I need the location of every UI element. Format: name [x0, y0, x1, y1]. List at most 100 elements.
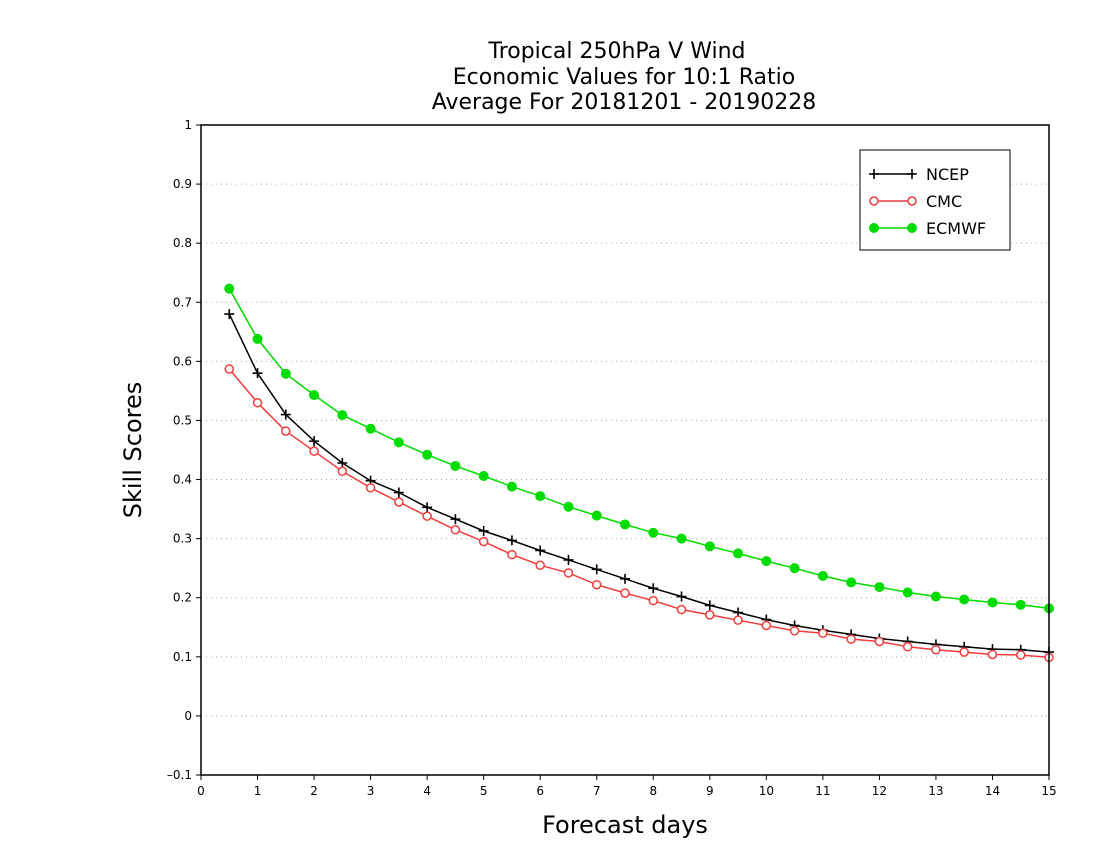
legend-label-cmc: CMC	[926, 192, 962, 211]
x-tick-label: 14	[985, 784, 1000, 798]
data-point-ecmwf	[676, 533, 687, 544]
legend: NCEP CMC ECMWF	[859, 149, 1011, 251]
data-point-ncep	[704, 600, 715, 611]
x-tick-label: 13	[928, 784, 943, 798]
data-point-ecmwf	[422, 449, 433, 460]
data-point-ecmwf	[874, 582, 885, 593]
y-axis-title: Skill Scores	[119, 382, 147, 519]
data-point-ecmwf	[337, 410, 348, 421]
data-point-ecmwf	[591, 510, 602, 521]
data-point-cmc	[648, 595, 659, 606]
series-cmc	[224, 364, 1054, 663]
data-point-ncep	[224, 309, 235, 320]
data-point-cmc	[281, 426, 291, 436]
y-tick-label: 0	[184, 709, 192, 723]
y-tick-label: 0.9	[173, 177, 192, 191]
series-line-ecmwf	[228, 288, 1050, 610]
x-tick-label: 7	[593, 784, 601, 798]
data-point-cmc	[591, 579, 602, 590]
data-point-ecmwf	[365, 423, 376, 434]
legend-marker-ncep	[907, 169, 917, 179]
data-point-cmc	[252, 397, 263, 408]
plot-area-frame	[200, 124, 1050, 776]
axis-ticks: –0.100.10.20.30.40.50.60.70.80.910 1 2 3 4 5 6…	[167, 118, 1057, 798]
legend-marker-cmc	[869, 196, 879, 206]
y-tick-label: 0.1	[173, 650, 192, 664]
data-point-ecmwf	[450, 460, 461, 471]
x-tick-label: 10	[759, 784, 774, 798]
data-point-ecmwf	[252, 333, 263, 344]
x-tick-label: 4	[423, 784, 431, 798]
legend-marker-cmc	[907, 196, 917, 206]
data-point-ecmwf	[506, 481, 517, 492]
data-point-cmc	[478, 536, 489, 547]
data-point-ecmwf	[535, 491, 546, 502]
y-tick-label: 0.3	[173, 532, 192, 546]
data-point-cmc	[224, 364, 235, 374]
data-point-cmc	[987, 649, 998, 660]
data-point-ecmwf	[733, 548, 744, 559]
data-point-cmc	[337, 466, 348, 477]
data-point-cmc	[789, 626, 800, 636]
data-point-ncep	[393, 487, 404, 498]
data-point-ncep	[591, 564, 602, 575]
x-tick-label: 0	[197, 784, 205, 798]
data-point-cmc	[733, 615, 743, 625]
data-point-cmc	[365, 483, 376, 493]
data-point-ncep	[506, 535, 517, 546]
legend-label-ecmwf: ECMWF	[926, 219, 986, 238]
data-point-cmc	[902, 642, 913, 652]
x-tick-label: 12	[872, 784, 887, 798]
data-point-cmc	[676, 604, 687, 615]
data-point-ecmwf	[280, 368, 291, 379]
x-axis-title: Forecast days	[542, 811, 708, 839]
data-point-cmc	[931, 644, 941, 655]
data-point-ncep	[280, 409, 291, 420]
data-point-ecmwf	[987, 597, 998, 608]
data-point-cmc	[846, 634, 856, 644]
data-point-ecmwf	[563, 501, 574, 512]
series-line-ncep	[228, 313, 1050, 653]
data-point-cmc	[507, 549, 517, 560]
data-point-ncep	[337, 458, 348, 468]
data-point-cmc	[535, 560, 545, 570]
data-point-ncep	[535, 545, 546, 556]
data-point-ecmwf	[959, 594, 970, 605]
x-tick-label: 8	[649, 784, 657, 798]
data-point-ncep	[563, 554, 574, 565]
chart-title: Tropical 250hPa V Wind Economic Values f…	[432, 39, 817, 115]
x-tick-label: 1	[254, 784, 262, 798]
series-line-cmc	[228, 368, 1050, 659]
data-point-ecmwf	[478, 471, 489, 481]
data-point-ecmwf	[309, 390, 320, 401]
data-point-ncep	[422, 502, 433, 513]
x-tick-label: 5	[480, 784, 488, 798]
data-point-cmc	[394, 497, 404, 507]
data-point-cmc	[422, 511, 432, 521]
y-tick-label: 0.6	[173, 354, 192, 368]
data-point-ecmwf	[393, 437, 404, 448]
legend-marker-ecmwf	[869, 223, 879, 233]
data-point-ecmwf	[902, 587, 913, 598]
data-point-ecmwf	[224, 283, 235, 294]
y-tick-label: 0.2	[173, 591, 192, 605]
series-ncep	[224, 309, 1054, 658]
data-point-ecmwf	[817, 570, 828, 581]
y-tick-label: 0.7	[173, 295, 192, 309]
x-tick-label: 11	[815, 784, 830, 798]
data-point-ecmwf	[620, 519, 630, 530]
data-point-cmc	[761, 620, 772, 631]
y-tick-label: 0.4	[173, 473, 192, 487]
data-point-cmc	[705, 610, 715, 620]
data-point-cmc	[450, 525, 461, 535]
series-ecmwf	[224, 283, 1054, 614]
x-tick-label: 6	[536, 784, 544, 798]
y-tick-label: 1	[184, 118, 192, 132]
x-tick-label: 9	[706, 784, 714, 798]
y-tick-label: 0.8	[173, 236, 192, 250]
grid-lines	[201, 183, 1049, 717]
legend-marker-ncep	[869, 169, 879, 179]
y-tick-label: –0.1	[167, 768, 192, 782]
data-point-ncep	[478, 525, 489, 536]
